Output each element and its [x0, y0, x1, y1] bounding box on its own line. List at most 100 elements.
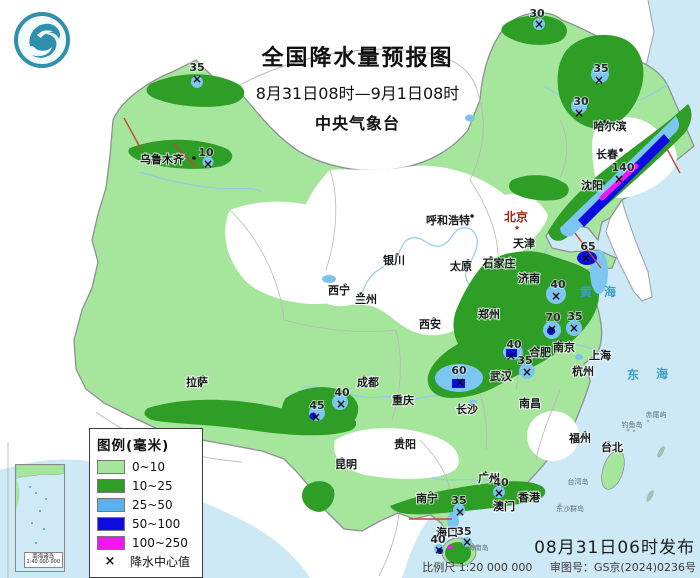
map-meta-line: 比例尺 1:20 000 000 审图号：GS京(2024)0236号 [422, 559, 696, 575]
city-dot [396, 394, 400, 398]
city-label: 澳门 [493, 499, 515, 513]
precip-center-mark: × [192, 72, 202, 86]
city-label: 太原 [449, 259, 472, 273]
precip-center-mark: × [594, 73, 604, 87]
city-label: 西安 [419, 317, 441, 331]
city-label: 南京 [553, 340, 575, 354]
city-dot [517, 238, 521, 242]
precip-center-mark: × [551, 289, 561, 303]
city-label: 昆明 [335, 458, 357, 471]
precip-center-value: 35 [567, 310, 582, 323]
title-block: 全国降水量预报图 8月31日08时—9月1日08时 中央气象台 [225, 40, 490, 134]
legend-item: 10~25 [97, 476, 195, 495]
release-time: 08月31日06时发布 [534, 538, 695, 558]
precip-center-value: 30 [529, 7, 545, 20]
cma-logo [14, 12, 70, 68]
precip-center-mark: × [203, 157, 213, 171]
legend: 图例(毫米) 0~10 10~25 25~50 50~100 100~250 × 降水中… [89, 428, 203, 578]
city-label: 兰州 [355, 292, 377, 306]
sea-area [402, 0, 700, 578]
island-label: 钓鱼岛 [622, 420, 643, 429]
city-label: 重庆 [392, 393, 414, 407]
city-dot [606, 441, 610, 445]
city-label: 石家庄 [482, 256, 516, 270]
city-dot [507, 369, 511, 373]
legend-swatch [97, 535, 125, 550]
track-lines [123, 117, 681, 520]
island-label: 东沙群岛 [556, 504, 584, 513]
city-label: 拉萨 [186, 375, 208, 389]
precip-center-value: 35 [451, 494, 466, 507]
inset-map [15, 464, 65, 554]
city-label: 南昌 [519, 396, 541, 410]
city-label: 长沙 [456, 402, 478, 416]
island-label: 台湾岛 [568, 477, 589, 486]
precip-center-value: 10 [198, 146, 214, 159]
city-dot [583, 431, 587, 435]
precip-center-mark: × [522, 365, 532, 379]
islands [434, 419, 665, 567]
precip-center-value: 40 [334, 386, 350, 399]
city-dot [535, 346, 539, 350]
precip-center-mark: × [494, 486, 504, 500]
precip-center-mark: × [336, 397, 346, 411]
precip-center-value: 140 [612, 161, 635, 174]
legend-marker-row: × 降水中心值 [97, 552, 195, 571]
precip-center-mark: × [614, 172, 624, 186]
legend-label: 25~50 [132, 497, 173, 512]
city-label: 香港 [517, 490, 541, 504]
legend-title: 图例(毫米) [97, 438, 170, 454]
city-label: 长春 [596, 147, 619, 161]
precip-center-value: 40 [493, 476, 509, 489]
city-label: 海口 [436, 525, 458, 539]
city-dot [471, 403, 475, 407]
city-dot [575, 365, 579, 369]
city-label: 银川 [383, 253, 405, 267]
city-label: 西宁 [328, 283, 350, 297]
precip-center-value: 30 [573, 95, 589, 108]
precip-center-mark: × [569, 321, 579, 335]
precip-100-250-cores [599, 163, 639, 201]
city-label: 杭州 [572, 364, 594, 378]
precip-center-mark: × [455, 375, 465, 389]
city-dot [603, 120, 607, 124]
inset-label-box: 南海诸岛 1:40 000 000 [23, 551, 63, 568]
precip-center-mark: × [574, 106, 584, 120]
map-approval: 审图号：GS京(2024)0236号 [549, 561, 696, 574]
city-label: 成都 [357, 375, 379, 389]
map-scale: 比例尺 1:20 000 000 [422, 561, 533, 574]
precip-center-symbol: × [104, 554, 116, 569]
precip-center-value: 60 [451, 364, 467, 377]
precip-center-value: 65 [580, 240, 595, 253]
inset-scale: 1:40 000 000 [26, 559, 61, 566]
city-dot [432, 317, 436, 321]
island-label: 赤尾屿 [646, 410, 667, 419]
city-dot [619, 148, 623, 152]
city-label: 上海 [589, 348, 611, 362]
city-label: 哈尔滨 [594, 119, 627, 133]
city-dot [399, 437, 403, 441]
precip-center-value: 35 [593, 62, 608, 75]
city-dot [451, 527, 455, 531]
precip-center-label: 降水中心值 [130, 555, 191, 569]
taiwan-island [601, 450, 625, 490]
city-dot [343, 283, 347, 287]
city-dot [489, 256, 493, 260]
city-dot [429, 491, 433, 495]
precip-center-value: 40 [430, 533, 446, 546]
precip-center-value: 40 [506, 338, 522, 351]
city-dot [470, 214, 474, 218]
sea-label: 海 [604, 284, 616, 299]
precip-center-value: 70 [545, 311, 561, 324]
city-label: 沈阳 [581, 178, 603, 192]
lakes [183, 114, 583, 407]
legend-label: 10~25 [132, 478, 173, 493]
sea-label: 东 [627, 367, 639, 382]
precip-center-mark: × [534, 17, 544, 31]
precip-center-value: 40 [550, 278, 566, 291]
agency-name: 中央气象台 [314, 114, 400, 133]
precip-center-value: 35 [189, 61, 204, 74]
legend-item: 25~50 [97, 495, 195, 514]
city-dot [532, 271, 536, 275]
precip-25-50-cores [191, 18, 679, 530]
